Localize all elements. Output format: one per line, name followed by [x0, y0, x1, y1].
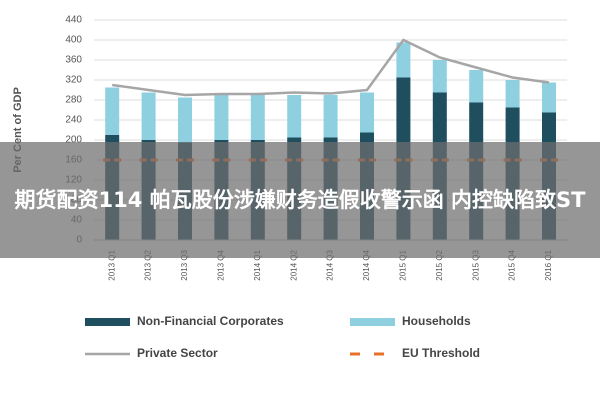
x-tick-label: 2013 Q2 [144, 249, 153, 280]
bar [542, 82, 556, 113]
bar [505, 80, 520, 108]
x-tick-label: 2015 Q3 [471, 249, 480, 280]
x-tick-label: 2015 Q1 [399, 249, 408, 280]
y-tick-label: 440 [65, 15, 82, 26]
x-tick-label: 2015 Q2 [435, 249, 444, 280]
bar [323, 95, 338, 138]
legend-label: Households [402, 314, 471, 328]
bar [396, 42, 411, 78]
banner-text: 期货配资114 帕瓦股份涉嫌财务造假收警示函 内控缺陷致ST [14, 188, 586, 212]
y-tick-label: 400 [65, 35, 82, 46]
bar [178, 97, 192, 143]
x-tick-label: 2016 Q1 [544, 249, 553, 280]
y-tick-label: 280 [65, 95, 82, 106]
y-tick-label: 320 [65, 75, 82, 86]
line [112, 38, 550, 97]
bar [250, 95, 265, 140]
x-tick-label: 2013 Q3 [180, 249, 189, 280]
x-tick-label: 2015 Q4 [508, 249, 517, 280]
news-banner: 期货配资114 帕瓦股份涉嫌财务造假收警示函 内控缺陷致ST [0, 142, 600, 258]
x-tick-label: 2014 Q3 [326, 249, 335, 280]
legend-swatch [85, 318, 130, 326]
bar [469, 70, 484, 103]
x-tick-label: 2013 Q4 [217, 249, 226, 280]
x-tick-label: 2014 Q1 [253, 249, 262, 280]
bar [432, 60, 447, 93]
x-tick-label: 2013 Q1 [107, 249, 116, 280]
legend-label: Non-Financial Corporates [137, 314, 284, 328]
bar [287, 95, 302, 138]
bar [360, 92, 374, 133]
y-tick-label: 240 [65, 115, 82, 126]
bar [105, 87, 120, 135]
y-tick-label: 200 [65, 135, 82, 146]
legend-label: EU Threshold [402, 346, 480, 360]
legend-swatch [350, 318, 395, 326]
bar [214, 95, 229, 140]
x-tick-label: 2014 Q4 [362, 249, 371, 280]
x-tick-label: 2014 Q2 [289, 249, 298, 280]
y-tick-label: 360 [65, 55, 82, 66]
bar [141, 92, 156, 140]
legend-label: Private Sector [137, 346, 218, 360]
